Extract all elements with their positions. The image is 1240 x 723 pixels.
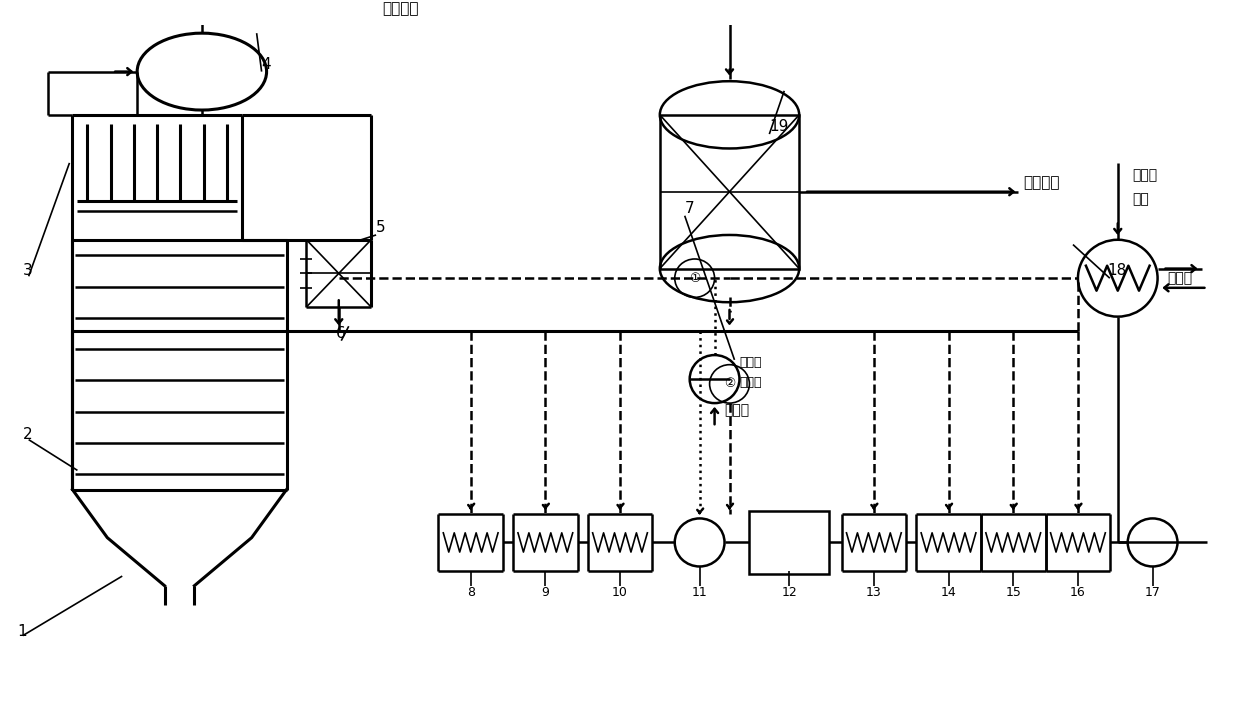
Text: 2: 2 bbox=[22, 427, 32, 442]
Text: 11: 11 bbox=[692, 586, 708, 599]
Text: 15: 15 bbox=[1006, 586, 1022, 599]
Text: 5: 5 bbox=[376, 220, 386, 235]
Text: 17: 17 bbox=[1145, 586, 1161, 599]
Text: 6: 6 bbox=[336, 325, 346, 341]
Text: 1: 1 bbox=[17, 623, 27, 638]
Bar bbox=[749, 511, 830, 573]
Text: ①: ① bbox=[689, 272, 701, 285]
Text: 补给水: 补给水 bbox=[724, 403, 750, 418]
Text: 16: 16 bbox=[1070, 586, 1086, 599]
Text: 3: 3 bbox=[22, 263, 32, 278]
Bar bbox=[660, 115, 800, 268]
Text: 不外供: 不外供 bbox=[739, 356, 761, 369]
Text: 8: 8 bbox=[466, 586, 475, 599]
Text: 冷却水: 冷却水 bbox=[1168, 271, 1193, 285]
Text: 9: 9 bbox=[542, 586, 549, 599]
Text: 12: 12 bbox=[781, 586, 797, 599]
Text: 蒸汽管路: 蒸汽管路 bbox=[383, 1, 419, 16]
Text: 蒸汽时: 蒸汽时 bbox=[739, 376, 761, 389]
Text: 7: 7 bbox=[684, 201, 694, 215]
Text: 13: 13 bbox=[866, 586, 882, 599]
Text: 汽轮机: 汽轮机 bbox=[1132, 168, 1158, 182]
Text: 18: 18 bbox=[1107, 263, 1127, 278]
Text: 排汽: 排汽 bbox=[1132, 192, 1149, 206]
Text: 4: 4 bbox=[262, 56, 272, 72]
Text: 14: 14 bbox=[941, 586, 956, 599]
Text: ②: ② bbox=[724, 377, 735, 390]
Text: 19: 19 bbox=[769, 119, 789, 134]
Text: 10: 10 bbox=[613, 586, 627, 599]
Text: 外供蒸汽: 外供蒸汽 bbox=[1023, 175, 1060, 190]
